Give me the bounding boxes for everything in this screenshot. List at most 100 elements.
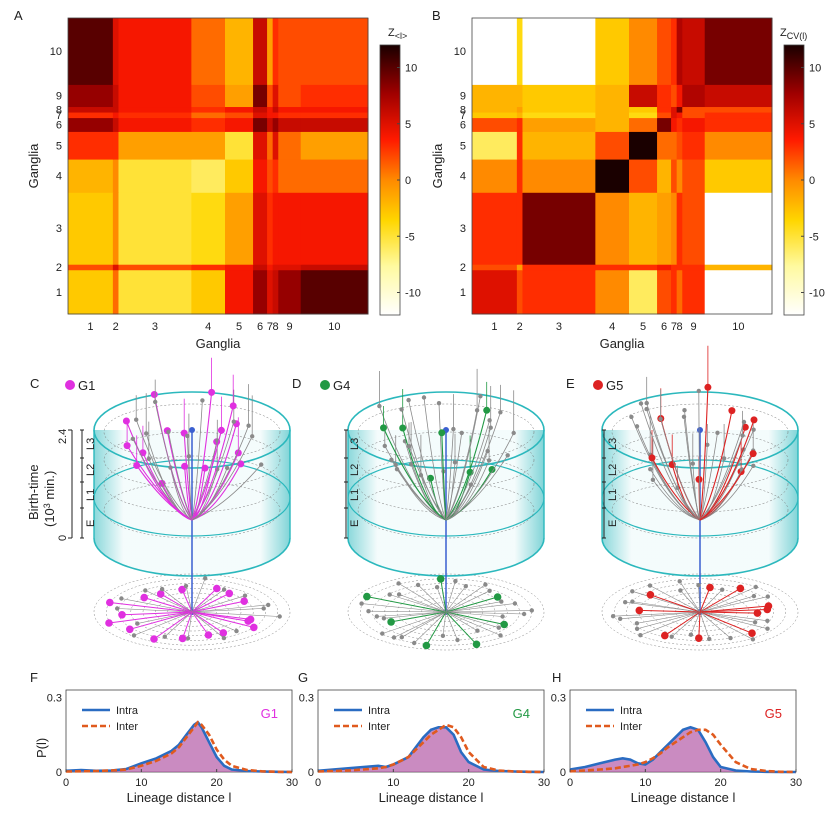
heatmap-cell bbox=[191, 269, 226, 315]
heatmap-cell bbox=[657, 117, 672, 132]
heatmap-cell bbox=[629, 159, 658, 193]
y-tick-label: 3 bbox=[56, 223, 62, 235]
cell-node bbox=[505, 453, 510, 458]
x-tick-label: 5 bbox=[236, 321, 242, 333]
colorbar-a-title: Z<l> bbox=[388, 27, 407, 41]
projection-branch bbox=[391, 611, 447, 623]
projection-node bbox=[261, 606, 266, 611]
x-tick-label: 5 bbox=[640, 321, 646, 333]
cell-node bbox=[644, 406, 649, 412]
x-tick-label: 4 bbox=[609, 321, 615, 333]
y-tick-label: 7 bbox=[460, 110, 466, 122]
projection-branch bbox=[699, 595, 754, 613]
projection-node bbox=[669, 634, 674, 639]
tree-branch bbox=[646, 408, 701, 521]
heatmap-cell bbox=[253, 106, 268, 113]
group-label: G4 bbox=[513, 706, 530, 721]
x-tick-label: 10 bbox=[639, 777, 651, 789]
projection-branch bbox=[376, 611, 447, 617]
x-tick-label: 30 bbox=[286, 777, 298, 789]
legend-intra-label: Intra bbox=[620, 705, 643, 717]
cell-node bbox=[186, 454, 192, 459]
projection-branch bbox=[639, 609, 701, 613]
heatmap-frame bbox=[471, 17, 773, 315]
heatmap-cell bbox=[267, 192, 274, 265]
projection-branch bbox=[699, 611, 754, 640]
heatmap-cell bbox=[300, 192, 369, 265]
projection-branch bbox=[191, 611, 209, 636]
heatmap-cell bbox=[472, 112, 518, 119]
projection-branch bbox=[699, 586, 756, 613]
y-axis-label: Ganglia bbox=[430, 143, 445, 189]
heatmap-cell bbox=[225, 112, 254, 119]
panel-h: H 0 10 20 30 0 0.3 Lineage distance l Intra Inte… bbox=[551, 670, 802, 805]
colorbar-b: 10 5 0 -5 -10 bbox=[783, 44, 825, 316]
heatmap-cell bbox=[682, 18, 706, 85]
cell-node bbox=[498, 410, 503, 415]
x-tick-label: 10 bbox=[732, 321, 744, 333]
x-tick-label: 8 bbox=[272, 321, 278, 333]
heatmap-cell bbox=[671, 112, 678, 119]
projection-node bbox=[266, 602, 271, 608]
projection-node bbox=[185, 636, 191, 641]
x-tick-label: 20 bbox=[715, 777, 727, 789]
projection-branch bbox=[445, 611, 458, 641]
projection-node bbox=[487, 588, 492, 593]
projection-node bbox=[463, 584, 468, 589]
heatmap-cell bbox=[671, 131, 678, 160]
cell-node bbox=[166, 429, 171, 434]
heatmap-cell bbox=[225, 117, 254, 132]
x-tick-label: 30 bbox=[538, 777, 550, 789]
projection-node bbox=[678, 588, 683, 593]
heatmap-cell bbox=[522, 192, 596, 265]
projection-branch bbox=[191, 611, 249, 622]
projection-node bbox=[391, 635, 397, 640]
cell-node bbox=[452, 460, 458, 465]
legend-inter-label: Inter bbox=[116, 721, 138, 733]
tree-branch bbox=[445, 432, 515, 521]
panel-e: E G5 bbox=[566, 345, 799, 651]
projection-branch bbox=[445, 596, 498, 613]
tree-branch bbox=[683, 416, 701, 521]
birth-axis-title-line1: Birth-time bbox=[26, 464, 41, 520]
heatmap-cell bbox=[522, 117, 596, 132]
x-tick-label: 20 bbox=[463, 777, 475, 789]
tree-branch bbox=[699, 432, 718, 521]
layer-l1-d: L1 bbox=[349, 489, 361, 501]
y-tick-label: 9 bbox=[56, 91, 62, 103]
projection-branch bbox=[699, 611, 758, 614]
projection-node bbox=[363, 592, 371, 601]
heatmap-cell bbox=[629, 112, 658, 119]
y-tick-label: 1 bbox=[56, 287, 62, 299]
cell-node bbox=[644, 400, 649, 406]
projection-node bbox=[720, 587, 725, 592]
heatmap-cell bbox=[118, 106, 192, 113]
projection-branch bbox=[699, 596, 768, 613]
heatmap-cell bbox=[704, 159, 773, 193]
radial-ring bbox=[142, 592, 242, 632]
heatmap-cell bbox=[267, 264, 274, 271]
tree-branch bbox=[445, 396, 481, 521]
heatmap-cell bbox=[472, 18, 518, 85]
heatmap-cell bbox=[112, 112, 119, 119]
heatmap-cell bbox=[676, 18, 683, 85]
projection-branch bbox=[425, 611, 447, 646]
projection-branch bbox=[145, 590, 193, 613]
heatmap-cell bbox=[300, 112, 369, 119]
legend-label-g5: G5 bbox=[606, 378, 623, 393]
tree-branch bbox=[135, 419, 193, 521]
projection-node bbox=[381, 616, 387, 621]
cell-node bbox=[486, 458, 492, 463]
layer-l2-e: L2 bbox=[607, 464, 619, 476]
tree-root-node bbox=[697, 427, 703, 433]
heatmap-cell bbox=[267, 269, 274, 315]
cell-node bbox=[750, 416, 758, 424]
cell-node bbox=[741, 423, 749, 431]
projection-branch bbox=[445, 611, 477, 645]
heatmap-cell bbox=[191, 106, 226, 113]
cell-node bbox=[122, 417, 130, 425]
cell-node bbox=[144, 431, 149, 436]
heatmap-cell bbox=[704, 192, 773, 265]
panel-c: C G1 bbox=[30, 357, 291, 651]
heatmap-cell bbox=[68, 117, 114, 132]
